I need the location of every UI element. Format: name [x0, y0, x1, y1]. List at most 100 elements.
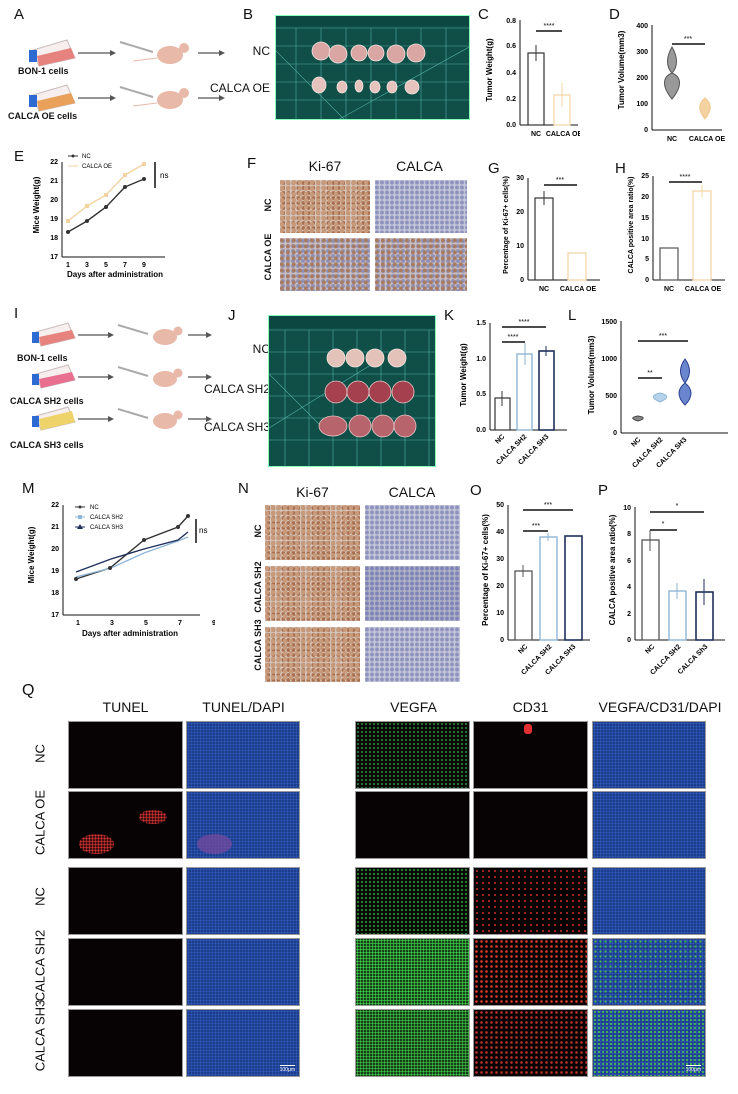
panel-label-j: J [228, 307, 236, 324]
svg-text:NC: NC [531, 131, 541, 138]
flask-icon [32, 322, 76, 347]
svg-text:0: 0 [520, 277, 524, 284]
svg-text:100: 100 [636, 101, 648, 108]
svg-text:10: 10 [623, 505, 631, 512]
fluorescence-tunel-dapi-oe [186, 791, 300, 859]
chart-d-tumor-volume: Tumor Volume(mm3) 0 100 200 300 400 *** NC CA… [617, 23, 726, 143]
column-header-tunel-dapi: TUNEL/DAPI [202, 699, 285, 715]
svg-text:5: 5 [104, 262, 108, 269]
panel-label-c: C [478, 6, 489, 23]
svg-text:300: 300 [636, 49, 648, 56]
svg-text:21: 21 [51, 524, 59, 531]
ihc-image-calca-oe [375, 238, 467, 291]
svg-text:3: 3 [110, 620, 114, 627]
svg-text:3: 3 [85, 262, 89, 269]
fluorescence-vegfa-sh2 [355, 938, 470, 1006]
y-axis-label: Percentage of Ki-67+ cells(%) [503, 176, 510, 274]
fluorescence-cd31-sh2 [473, 938, 588, 1006]
mouse-icon [153, 368, 183, 387]
y-axis-label: Mice Weight(g) [32, 176, 41, 233]
svg-text:NC: NC [517, 643, 529, 655]
panel-label-q: Q [22, 682, 35, 699]
y-axis-label: Tumor Weight(g) [459, 343, 468, 407]
svg-text:NC: NC [82, 154, 91, 160]
svg-text:CALCA SH2: CALCA SH2 [90, 515, 124, 521]
svg-text:0: 0 [613, 430, 617, 437]
flask-icon [29, 84, 76, 112]
svg-text:***: *** [684, 36, 692, 43]
svg-text:20: 20 [516, 209, 524, 216]
svg-text:CALCA OE: CALCA OE [685, 286, 722, 293]
svg-text:0: 0 [500, 637, 504, 644]
y-axis-label: Percentage of Ki-67+ cells(%) [481, 514, 490, 626]
ihc-image-ki67-nc [280, 180, 370, 233]
panel-label-i: I [14, 305, 19, 322]
row-label-calca-sh3: CALCA SH3 [32, 999, 48, 1072]
ihc-image-calca-sh3 [365, 627, 460, 682]
svg-text:***: *** [556, 177, 564, 184]
panel-label-n: N [238, 480, 249, 497]
fluorescence-tunel-dapi-nc [186, 721, 300, 789]
y-axis-label: Mice Weight(g) [27, 526, 36, 583]
svg-text:15: 15 [641, 215, 649, 222]
svg-text:400: 400 [636, 23, 648, 30]
svg-text:30: 30 [516, 175, 524, 182]
column-header-calca: CALCA [396, 158, 443, 174]
row-label-calca-sh3: CALCA SH3 [253, 619, 263, 671]
ihc-image-calca-sh2 [365, 566, 460, 621]
mouse-icon [153, 326, 183, 345]
svg-text:5: 5 [144, 620, 148, 627]
column-header-vegfa: VEGFA [390, 699, 437, 715]
svg-text:0: 0 [645, 277, 649, 284]
svg-text:0.2: 0.2 [506, 96, 516, 103]
svg-text:NC: NC [644, 643, 656, 655]
svg-text:0.6: 0.6 [506, 43, 516, 50]
svg-text:***: *** [544, 502, 552, 509]
svg-text:500: 500 [605, 393, 617, 400]
svg-text:****: **** [544, 23, 555, 30]
svg-text:1500: 1500 [601, 319, 617, 326]
row-label-nc: NC [252, 44, 270, 58]
fluorescence-cd31-sh3 [473, 1009, 588, 1077]
svg-text:200: 200 [636, 75, 648, 82]
svg-text:**: ** [647, 370, 653, 377]
fluorescence-merge-nc [592, 721, 706, 789]
column-header-cd31: CD31 [512, 699, 549, 715]
column-header-tunel: TUNEL [102, 699, 149, 715]
svg-text:****: **** [680, 174, 691, 181]
svg-text:NC: NC [494, 433, 506, 445]
column-header-ki67: Ki-67 [296, 484, 329, 500]
svg-text:9: 9 [212, 620, 215, 627]
cell-line-label: CALCA SH2 cells [10, 396, 84, 406]
svg-text:25: 25 [641, 173, 649, 180]
svg-text:40: 40 [496, 529, 504, 536]
svg-text:6: 6 [627, 558, 631, 565]
svg-text:20: 20 [50, 197, 58, 204]
svg-text:NC: NC [90, 505, 99, 511]
panel-label-o: O [470, 482, 482, 499]
fluorescence-merge-nc-2 [592, 867, 706, 935]
svg-text:21: 21 [50, 178, 58, 185]
svg-text:1.5: 1.5 [476, 320, 486, 327]
row-label-nc: NC [253, 524, 263, 538]
svg-text:20: 20 [641, 194, 649, 201]
svg-text:ns: ns [199, 526, 207, 535]
svg-text:8: 8 [627, 531, 631, 538]
svg-text:7: 7 [178, 620, 182, 627]
svg-text:****: **** [519, 319, 530, 326]
svg-text:CALCA OE: CALCA OE [689, 136, 726, 143]
ihc-image-calca-nc [375, 180, 467, 233]
row-label-calca-sh3: CALCA SH3 [203, 420, 270, 434]
cell-line-label: CALCA SH3 cells [10, 440, 84, 450]
svg-text:****: **** [508, 334, 519, 341]
svg-text:NC: NC [667, 136, 677, 143]
svg-text:CALCA OE: CALCA OE [546, 131, 580, 138]
svg-text:1000: 1000 [601, 356, 617, 363]
svg-text:0.8: 0.8 [506, 18, 516, 25]
svg-text:10: 10 [641, 236, 649, 243]
fluorescence-tunel-nc-2 [68, 867, 183, 935]
panel-label-l: L [568, 307, 577, 324]
ihc-image-ki67-oe [280, 238, 370, 291]
svg-text:NC: NC [630, 436, 642, 448]
